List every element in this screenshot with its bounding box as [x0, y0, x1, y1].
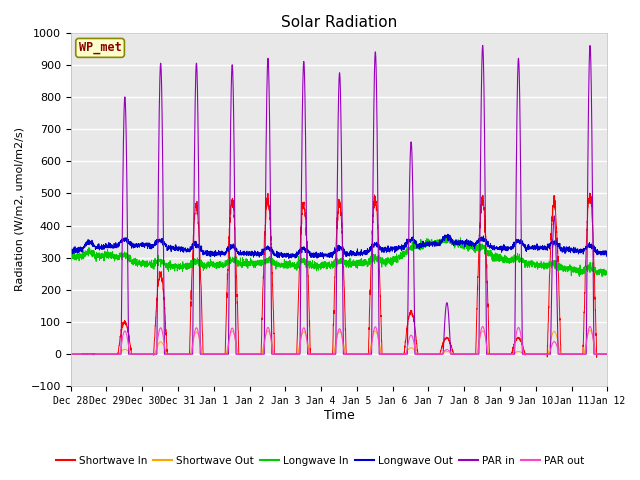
PAR out — [479, 324, 486, 329]
Shortwave In — [552, 225, 560, 231]
PAR in — [604, 351, 611, 357]
Shortwave Out — [391, 351, 399, 357]
Longwave In — [217, 261, 225, 266]
PAR out — [182, 351, 189, 357]
Longwave In — [445, 233, 452, 239]
Longwave Out — [604, 250, 611, 256]
Longwave Out — [444, 231, 452, 237]
PAR in — [604, 351, 611, 357]
Longwave In — [401, 249, 408, 255]
Shortwave In — [586, 190, 594, 196]
Line: Longwave Out: Longwave Out — [70, 234, 607, 258]
PAR in — [67, 351, 74, 357]
Line: Shortwave In: Shortwave In — [70, 193, 607, 357]
Longwave Out — [217, 253, 225, 259]
Shortwave Out — [182, 351, 189, 357]
PAR out — [604, 351, 611, 357]
PAR in — [479, 43, 486, 48]
Longwave Out — [392, 245, 399, 251]
Longwave In — [604, 268, 611, 274]
Longwave In — [604, 272, 611, 277]
Shortwave In — [391, 351, 399, 357]
Shortwave In — [67, 351, 74, 357]
Longwave In — [598, 274, 606, 279]
Longwave In — [553, 263, 561, 268]
Shortwave In — [217, 351, 225, 357]
Longwave Out — [67, 249, 74, 254]
Longwave Out — [319, 255, 327, 261]
Shortwave In — [604, 351, 611, 357]
PAR out — [401, 351, 408, 357]
Longwave In — [67, 256, 74, 262]
Shortwave Out — [401, 351, 408, 357]
Shortwave Out — [67, 351, 74, 357]
Longwave Out — [401, 245, 408, 251]
Shortwave In — [401, 346, 408, 351]
Shortwave Out — [604, 351, 611, 357]
Shortwave In — [604, 351, 611, 357]
Line: Longwave In: Longwave In — [70, 236, 607, 276]
PAR in — [217, 351, 225, 357]
PAR out — [217, 351, 225, 357]
PAR in — [401, 351, 408, 357]
Longwave Out — [553, 238, 561, 244]
Shortwave In — [182, 351, 189, 357]
PAR in — [553, 271, 561, 277]
Longwave Out — [182, 247, 189, 252]
Shortwave Out — [217, 351, 225, 357]
Line: PAR out: PAR out — [70, 326, 607, 354]
Y-axis label: Radiation (W/m2, umol/m2/s): Radiation (W/m2, umol/m2/s) — [15, 127, 25, 291]
Longwave In — [391, 254, 399, 260]
PAR out — [604, 351, 611, 357]
X-axis label: Time: Time — [324, 409, 355, 422]
Shortwave Out — [604, 351, 611, 357]
Legend: Shortwave In, Shortwave Out, Longwave In, Longwave Out, PAR in, PAR out: Shortwave In, Shortwave Out, Longwave In… — [52, 452, 588, 470]
Longwave In — [182, 266, 189, 272]
Longwave Out — [604, 249, 611, 255]
Title: Solar Radiation: Solar Radiation — [281, 15, 397, 30]
Shortwave In — [593, 354, 600, 360]
PAR out — [553, 342, 561, 348]
Shortwave Out — [552, 332, 560, 338]
Line: PAR in: PAR in — [70, 46, 607, 354]
PAR in — [182, 351, 189, 357]
PAR out — [67, 351, 74, 357]
PAR in — [391, 351, 399, 357]
PAR out — [391, 351, 399, 357]
Shortwave Out — [586, 327, 594, 333]
Line: Shortwave Out: Shortwave Out — [70, 330, 607, 354]
Text: WP_met: WP_met — [79, 41, 122, 54]
